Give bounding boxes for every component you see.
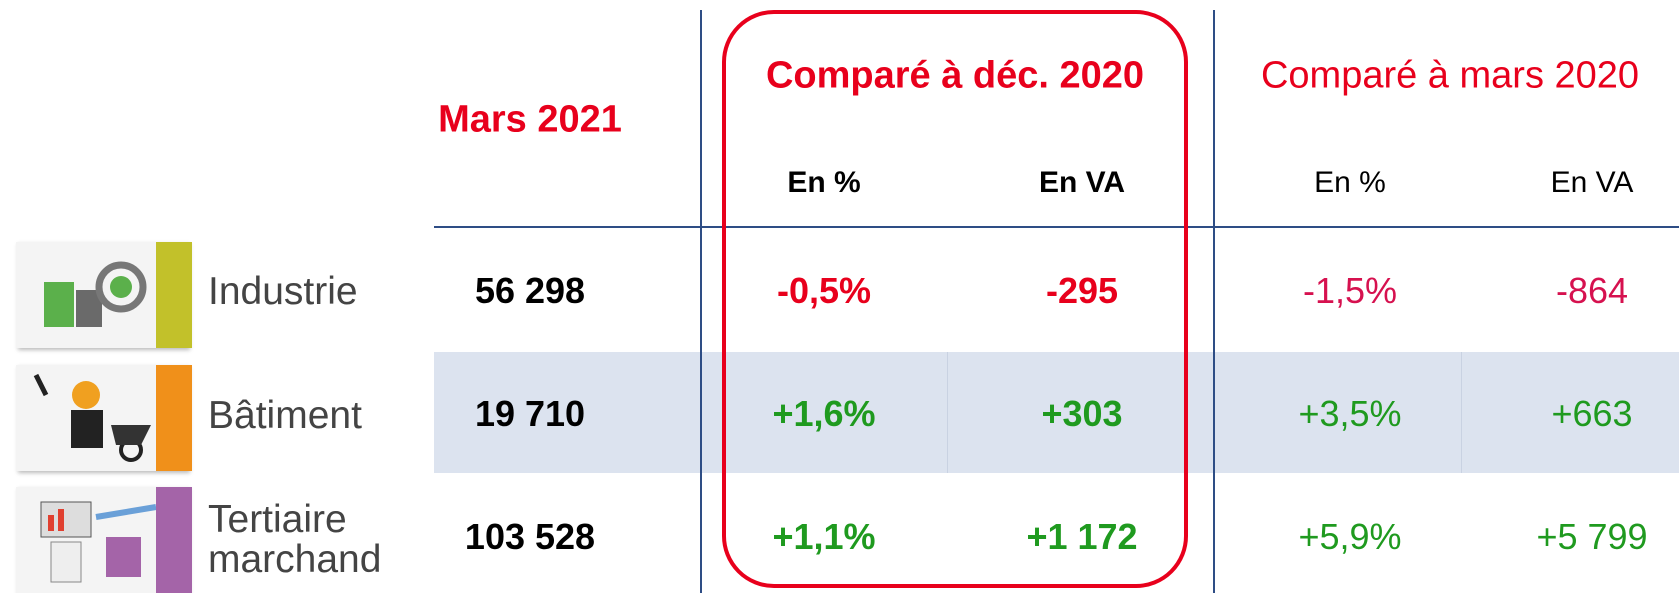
sector-tab [156,365,192,471]
row-label: Tertiaire marchand [208,500,418,580]
cell: +1 172 [1026,516,1137,558]
cell: 103 528 [465,516,595,558]
cell: +5 799 [1536,516,1647,558]
header-title: Mars 2021 [438,99,622,142]
sub-header: En VA [1039,166,1125,200]
group-title: Comparé à mars 2020 [1261,55,1639,98]
cell: -1,5% [1303,270,1397,312]
row-label: Industrie [208,272,418,312]
sub-header: En % [787,166,860,200]
cell: +663 [1551,393,1632,435]
column-divider [1213,10,1215,593]
cell: +303 [1041,393,1122,435]
cell: 56 298 [475,270,585,312]
cell: +1,1% [772,516,875,558]
sub-header: En VA [1551,166,1634,200]
column-divider [700,10,702,593]
cell: -295 [1046,270,1118,312]
page: Mars 2021 Comparé à déc. 2020 Comparé à … [0,0,1679,593]
row-label: Bâtiment [208,396,418,436]
sub-header: En % [1314,166,1386,200]
icon-graphic [16,487,166,593]
icon-graphic [16,365,166,471]
sector-tab [156,487,192,593]
group-title: Comparé à déc. 2020 [766,55,1144,98]
cell-separator [1461,352,1462,473]
cell: +3,5% [1298,393,1401,435]
cell: +5,9% [1298,516,1401,558]
cell: +1,6% [772,393,875,435]
sector-tab [156,242,192,348]
cell: -864 [1556,270,1628,312]
cell: -0,5% [777,270,871,312]
icon-graphic [16,242,166,348]
cell: 19 710 [475,393,585,435]
